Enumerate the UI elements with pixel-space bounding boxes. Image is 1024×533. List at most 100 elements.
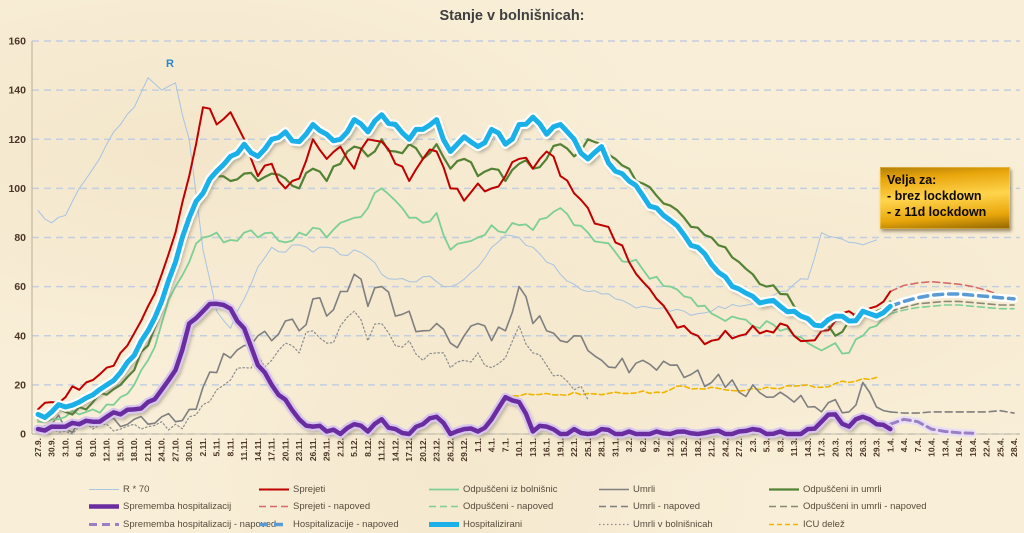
legend-label: ICU delež	[803, 518, 845, 530]
x-axis-tick-label: 3.10.	[61, 438, 71, 457]
legend-marker-icu	[769, 523, 799, 526]
x-axis-tick-label: 17.11.	[267, 438, 277, 461]
x-axis-tick-label: 27.10.	[171, 438, 181, 462]
x-axis-tick-label: 27.9.	[33, 438, 43, 457]
x-axis-tick-label: 23.11.	[294, 438, 304, 461]
x-axis-tick-label: 31.1.	[610, 438, 620, 457]
series-line-sprejeti	[37, 106, 892, 411]
series-line-r70	[37, 77, 877, 329]
legend-row: Sprememba hospitalizacij Sprejeti - napov…	[88, 498, 1018, 515]
x-axis-tick-label: 26.3.	[858, 438, 868, 457]
y-axis-label: 40	[14, 330, 26, 342]
legend-label: Odpuščeni - napoved	[463, 501, 554, 513]
series-line-umrli_nap	[889, 409, 1015, 414]
legend-item-sprejeti: Sprejeti	[258, 481, 325, 498]
callout-line: - brez lockdown	[887, 189, 982, 203]
x-axis-tick-label: 16.1.	[542, 438, 552, 457]
legend-marker-umrli_bolnisnice	[599, 523, 629, 525]
x-axis-tick-label: 17.3.	[817, 438, 827, 457]
legend-item-umrli_bolnisnice: Umrli v bolnišnicah	[598, 516, 713, 533]
legend-item-odpusceni_umrli: Odpuščeni in umrli	[768, 481, 882, 498]
x-axis-tick-label: 11.12.	[377, 438, 387, 461]
chart-title: Stanje v bolnišnicah:	[439, 8, 585, 24]
legend-item-umrli: Umrli	[598, 481, 655, 498]
legend-item-sprememba_nap: Sprememba hospitalizacij - napoved	[88, 516, 276, 533]
series-line-umrli_bolnisnice	[37, 310, 589, 435]
legend-label: Sprejeti - napoved	[293, 501, 371, 513]
x-axis-tick-label: 6.2.	[638, 438, 648, 452]
x-axis-tick-label: 2.3.	[748, 438, 758, 452]
x-axis-tick-label: 18.10.	[129, 438, 139, 462]
series-shadow-sprememba	[38, 304, 896, 440]
legend-label: Hospitalizacije - napoved	[293, 518, 399, 530]
legend: R * 70 Sprejeti Odpuščeni iz bolnišnic Umrl…	[88, 481, 1018, 533]
y-axis-label: 80	[14, 232, 26, 244]
x-axis-tick-label: 26.11.	[308, 438, 318, 461]
x-axis-tick-label: 25.1.	[583, 438, 593, 457]
y-axis-label: 60	[14, 281, 26, 293]
y-axis-label: 120	[8, 134, 26, 146]
legend-item-sprememba: Sprememba hospitalizacij	[88, 498, 231, 515]
x-axis-tick-label: 8.3.	[775, 438, 785, 452]
legend-label: Sprejeti	[293, 484, 326, 495]
series-line-sprejeti_nap	[889, 280, 1015, 303]
x-axis-tick-label: 2.12.	[335, 438, 345, 457]
x-axis-tick-label: 21.2.	[707, 438, 717, 457]
y-axis-label: 140	[8, 85, 26, 97]
x-axis-tick-label: 11.11.	[239, 438, 249, 461]
legend-marker-odpusceni_umrli	[769, 488, 799, 491]
legend-item-odp_umrli_nap: Odpuščeni in umrli - napoved	[768, 498, 927, 515]
legend-item-odpusceni_nap: Odpuščeni - napoved	[428, 498, 553, 515]
series-line-icu	[504, 376, 878, 397]
legend-marker-hosp_nap	[259, 522, 289, 527]
legend-label: Odpuščeni in umrli	[803, 484, 882, 495]
x-axis-tick-label: 10.1.	[514, 438, 524, 457]
x-axis-tick-label: 5.12.	[349, 438, 359, 457]
series-line-odpusceni_nap	[889, 304, 1015, 315]
legend-marker-sprejeti_nap	[259, 506, 289, 508]
legend-marker-hospitalizirani	[429, 521, 459, 527]
x-axis-tick-label: 6.10.	[74, 438, 84, 457]
legend-marker-odpusceni_nap	[429, 506, 459, 508]
x-axis-tick-label: 15.10.	[116, 438, 126, 462]
x-axis-tick-label: 7.4.	[913, 438, 923, 452]
x-axis-tick-label: 7.1.	[500, 438, 510, 452]
legend-item-hospitalizirani: Hospitalizirani	[428, 516, 522, 533]
x-axis-tick-label: 5.3.	[762, 438, 772, 452]
legend-marker-umrli_nap	[599, 506, 629, 508]
callout-line: - z 11d lockdown	[887, 205, 987, 219]
legend-label: Odpuščeni in umrli - napoved	[803, 501, 927, 513]
x-axis-tick-label: 25.4.	[995, 438, 1005, 457]
legend-marker-umrli	[599, 488, 629, 491]
x-axis-tick-label: 24.2.	[720, 438, 730, 457]
series-line-hosp_nap	[888, 292, 1016, 309]
legend-marker-r70	[89, 489, 119, 490]
x-axis-tick-label: 13.4.	[940, 438, 950, 457]
x-axis-tick-label: 29.3.	[872, 438, 882, 457]
x-axis-tick-label: 30.10.	[184, 438, 194, 462]
legend-label: R * 70	[123, 484, 150, 495]
x-axis-tick-label: 27.2.	[734, 438, 744, 457]
x-axis-tick-label: 29.12.	[459, 438, 469, 462]
x-axis-tick-label: 28.1.	[597, 438, 607, 457]
series-line-sprememba_nap	[888, 417, 975, 435]
legend-label: Odpuščeni iz bolnišnic	[463, 484, 558, 495]
legend-item-hosp_nap: Hospitalizacije - napoved	[258, 516, 399, 533]
x-axis-tick-label: 20.12.	[418, 438, 428, 462]
x-axis-tick-label: 2.11.	[198, 438, 208, 456]
x-axis-tick-label: 23.3.	[844, 438, 854, 457]
x-axis-tick-label: 24.10.	[157, 438, 167, 462]
legend-item-r70: R * 70	[88, 481, 149, 498]
x-axis-tick-label: 9.2.	[652, 438, 662, 452]
y-axis-label: 0	[20, 429, 26, 441]
x-axis-tick-label: 23.12.	[432, 438, 442, 462]
x-axis-tick-label: 1.4.	[885, 438, 895, 452]
legend-row: Sprememba hospitalizacij - napoved Hospit…	[88, 516, 1018, 533]
x-axis-tick-label: 15.2.	[679, 438, 689, 457]
legend-label: Umrli - napoved	[633, 501, 701, 513]
y-axis-label: 20	[14, 379, 26, 391]
r-annotation: R	[166, 58, 174, 70]
x-axis-tick-label: 13.1.	[528, 438, 538, 457]
x-axis-tick-label: 5.11.	[212, 438, 222, 456]
x-axis-tick-label: 8.11.	[226, 438, 236, 456]
